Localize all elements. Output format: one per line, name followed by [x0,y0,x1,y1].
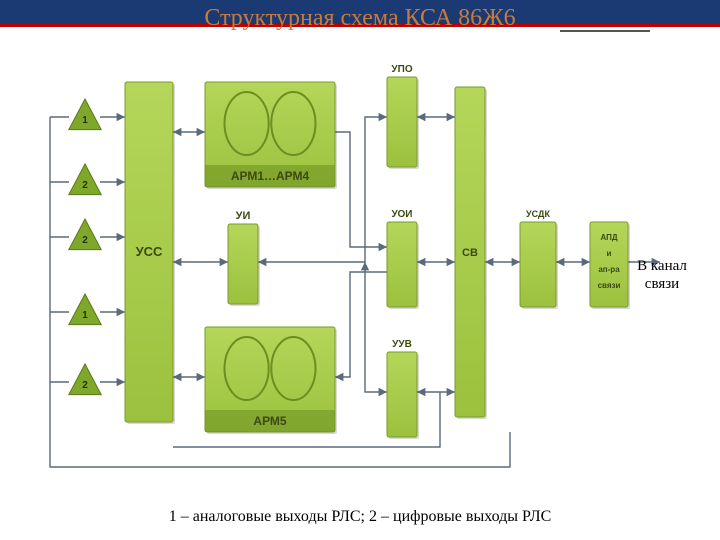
page-title: Структурная схема КСА 86Ж6 [0,5,720,32]
svg-text:УУВ: УУВ [392,339,412,350]
svg-text:УИ: УИ [236,210,251,222]
block-uuv: УУВ [387,339,419,439]
svg-text:связи: связи [598,281,621,290]
svg-text:2: 2 [82,380,88,391]
svg-text:2: 2 [82,235,88,246]
svg-text:1: 1 [82,115,88,126]
block-upo: УПО [387,64,419,169]
svg-text:УПО: УПО [391,64,412,75]
svg-text:УСДК: УСДК [526,209,550,219]
block-uss: УСС [125,82,175,424]
triangle-input-1: 2 [69,164,101,195]
triangle-input-2: 2 [69,219,101,250]
svg-text:и: и [607,249,612,258]
svg-text:связи: связи [645,276,679,292]
title-underline [560,30,650,32]
triangle-input-3: 1 [69,294,101,325]
svg-text:1: 1 [82,310,88,321]
svg-text:АПД: АПД [600,233,617,242]
channel-label: В канал [637,258,687,274]
svg-text:АРМ5: АРМ5 [253,414,287,428]
block-arm14: АРМ1…АРМ4 [205,82,337,189]
svg-text:2: 2 [82,180,88,191]
diagram-svg: УСС АРМ1…АРМ4 УИ АРМ5 УПО УОИ УУВ СВ УСДК АПД и ап-… [20,52,700,482]
block-uoi: УОИ [387,209,419,309]
triangle-input-4: 2 [69,364,101,395]
block-sv: СВ [455,87,487,419]
block-apd: АПД и ап-ра связи [590,222,630,309]
block-ui: УИ [228,210,260,306]
block-usdk: УСДК [520,209,558,309]
svg-text:ап-ра: ап-ра [598,265,620,274]
footnote: 1 – аналоговые выходы РЛС; 2 – цифровые … [0,508,720,526]
triangle-input-0: 1 [69,99,101,130]
diagram: УСС АРМ1…АРМ4 УИ АРМ5 УПО УОИ УУВ СВ УСДК АПД и ап-… [20,52,700,482]
svg-text:АРМ1…АРМ4: АРМ1…АРМ4 [231,169,310,183]
svg-text:УОИ: УОИ [392,209,413,220]
block-arm5: АРМ5 [205,327,337,434]
svg-text:СВ: СВ [462,247,478,259]
svg-text:УСС: УСС [136,244,163,259]
